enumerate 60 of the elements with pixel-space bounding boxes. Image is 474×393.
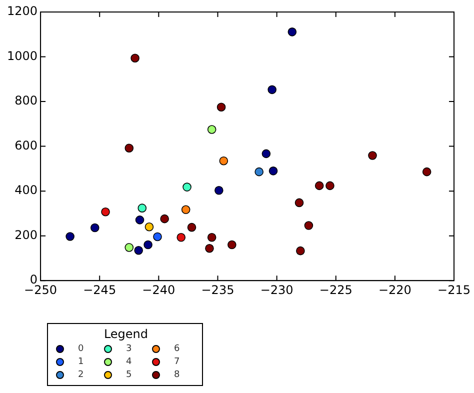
point — [314, 181, 324, 190]
legend-label: 1 — [78, 356, 84, 366]
point — [90, 223, 100, 232]
point — [130, 54, 140, 63]
x-tick-label: −230 — [260, 282, 294, 297]
point — [124, 144, 134, 152]
legend-label: 8 — [174, 370, 180, 380]
point — [182, 182, 192, 192]
y-tick-label: 1200 — [6, 4, 38, 18]
legend-label: 2 — [78, 370, 84, 380]
point — [288, 28, 297, 36]
point — [368, 151, 377, 160]
point — [66, 232, 74, 241]
y-tick-label: 1000 — [6, 48, 38, 63]
point — [205, 244, 214, 253]
x-tick-label: −220 — [378, 282, 412, 297]
point — [160, 214, 169, 224]
legend-label: 6 — [174, 344, 180, 354]
x-tick-label: −250 — [24, 282, 58, 297]
legend-title: Legend — [102, 326, 150, 342]
point — [135, 216, 144, 224]
point — [228, 240, 236, 250]
point — [296, 246, 305, 256]
point — [207, 125, 216, 134]
point — [294, 198, 304, 208]
point — [268, 85, 276, 94]
point — [101, 207, 110, 216]
point — [134, 246, 143, 255]
x-tick-label: −215 — [438, 282, 470, 297]
point — [187, 222, 196, 232]
point — [268, 166, 278, 176]
point — [153, 232, 162, 242]
point — [124, 243, 134, 252]
y-tick-label: 400 — [14, 183, 38, 198]
point — [176, 233, 186, 242]
point — [207, 233, 216, 242]
y-tick-label: 200 — [14, 228, 38, 242]
y-tick-label: 600 — [14, 138, 38, 152]
x-tick-label: −225 — [319, 282, 352, 297]
point — [262, 149, 271, 158]
point — [144, 222, 154, 232]
x-tick-label: −245 — [83, 282, 116, 297]
point — [254, 167, 264, 176]
point — [304, 221, 314, 230]
legend-label: 5 — [126, 370, 132, 380]
point — [181, 205, 190, 214]
point — [144, 240, 152, 250]
x-tick-label: −235 — [201, 282, 234, 297]
y-tick-label: 800 — [14, 94, 38, 108]
legend-label: 0 — [78, 344, 84, 354]
point — [326, 181, 334, 190]
x-tick-label: −240 — [142, 282, 176, 297]
point — [422, 167, 432, 176]
point — [219, 156, 228, 166]
point — [214, 186, 224, 195]
point — [216, 102, 226, 112]
point — [138, 204, 147, 212]
legend-label: 4 — [126, 356, 132, 366]
legend-label: 7 — [174, 356, 180, 366]
legend-label: 3 — [126, 344, 132, 354]
